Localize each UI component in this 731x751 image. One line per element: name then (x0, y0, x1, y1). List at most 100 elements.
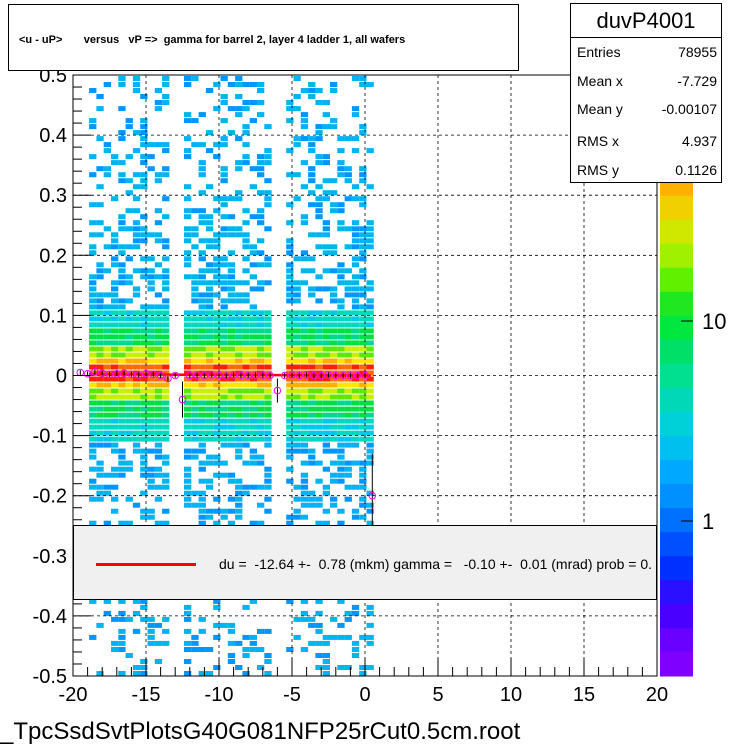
heatmap-cell (111, 154, 119, 160)
heatmap-cell (198, 436, 206, 442)
heatmap-cell (330, 208, 338, 214)
heatmap-cell (286, 334, 294, 340)
heatmap-cell (198, 460, 206, 466)
heatmap-cell (198, 280, 206, 286)
heatmap-cell (366, 352, 374, 358)
heatmap-cell (213, 634, 221, 640)
heatmap-cell (96, 490, 104, 496)
heatmap-cell (366, 334, 374, 340)
heatmap-cell (89, 406, 97, 412)
heatmap-cell (162, 94, 170, 99)
heatmap-cell (359, 310, 367, 316)
heatmap-cell (89, 388, 97, 394)
heatmap-cell (308, 148, 316, 154)
heatmap-cell (162, 412, 170, 418)
heatmap-cell (249, 100, 257, 105)
heatmap-cell (96, 418, 104, 424)
profile-point (317, 371, 326, 380)
heatmap-cell (125, 460, 133, 466)
heatmap-cell (198, 268, 206, 274)
heatmap-cell (242, 430, 250, 436)
palette-tick-label: 1 (702, 509, 714, 534)
heatmap-cell (213, 604, 221, 610)
heatmap-cell (125, 653, 133, 658)
heatmap-cell (125, 190, 133, 196)
heatmap-cell (257, 280, 265, 286)
heatmap-cell (220, 436, 228, 442)
heatmap-cell (257, 310, 265, 316)
heatmap-cell (140, 232, 148, 238)
heatmap-cell (322, 659, 330, 664)
heatmap-cell (242, 418, 250, 424)
heatmap-cell (300, 616, 309, 622)
heatmap-cell (308, 454, 316, 460)
heatmap-cell (242, 292, 250, 298)
heatmap-cell (140, 448, 148, 454)
heatmap-cell (242, 280, 250, 286)
heatmap-cell (140, 616, 148, 622)
heatmap-cell (322, 640, 330, 646)
heatmap-cell (213, 388, 221, 394)
heatmap-cell (227, 640, 236, 646)
heatmap-cell (330, 310, 338, 316)
heatmap-cell (132, 286, 141, 292)
heatmap-cell (249, 388, 257, 394)
heatmap-cell (184, 328, 192, 334)
heatmap-cell (184, 490, 192, 496)
heatmap-cell (242, 238, 250, 244)
heatmap-cell (111, 256, 119, 262)
heatmap-cell (198, 514, 206, 520)
heatmap-cell (132, 232, 141, 238)
heatmap-cell (286, 118, 294, 124)
heatmap-cell (198, 478, 206, 484)
heatmap-cell (191, 346, 199, 352)
heatmap-cell (140, 178, 148, 184)
x-tick-label: -20 (59, 684, 88, 706)
heatmap-cell (103, 394, 111, 400)
heatmap-cell (227, 622, 236, 628)
heatmap-cell (220, 100, 228, 105)
x-tick-label: 20 (646, 684, 668, 706)
heatmap-cell (264, 653, 272, 658)
stats-label: RMS y (577, 162, 619, 178)
heatmap-cell (162, 256, 170, 262)
heatmap-cell (103, 328, 111, 334)
heatmap-cell (118, 334, 126, 340)
heatmap-cell (235, 166, 243, 172)
heatmap-cell (103, 370, 111, 376)
heatmap-cell (118, 616, 126, 622)
heatmap-cell (198, 292, 206, 298)
heatmap-cell (198, 190, 206, 196)
heatmap-cell (315, 136, 323, 142)
heatmap-cell (351, 76, 360, 81)
heatmap-cell (198, 310, 206, 316)
heatmap-cell (242, 484, 250, 490)
heatmap-cell (132, 310, 141, 316)
heatmap-cell (337, 316, 345, 322)
heatmap-cell (213, 400, 221, 406)
heatmap-cell (359, 472, 367, 478)
heatmap-cell (125, 280, 133, 286)
heatmap-cell (227, 232, 236, 238)
heatmap-cell (366, 310, 374, 316)
heatmap-cell (184, 358, 192, 364)
heatmap-cell (227, 472, 236, 478)
heatmap-cell (205, 262, 214, 268)
heatmap-cell (205, 334, 214, 340)
heatmap-cell (198, 172, 206, 178)
heatmap-cell (300, 424, 309, 430)
heatmap-cell (191, 502, 199, 508)
stats-histogram-name: duvP4001 (571, 4, 721, 38)
heatmap-cell (322, 665, 330, 670)
heatmap-cell (132, 316, 141, 322)
heatmap-cell (351, 514, 360, 520)
profile-point (353, 371, 362, 380)
heatmap-cell (308, 418, 316, 424)
heatmap-cell (111, 418, 119, 424)
heatmap-cell (162, 400, 170, 406)
heatmap-cell (257, 340, 265, 346)
profile-point (178, 395, 187, 404)
heatmap-cell (132, 370, 141, 376)
heatmap-cell (337, 394, 345, 400)
y-tick-label: -0.3 (33, 546, 67, 568)
